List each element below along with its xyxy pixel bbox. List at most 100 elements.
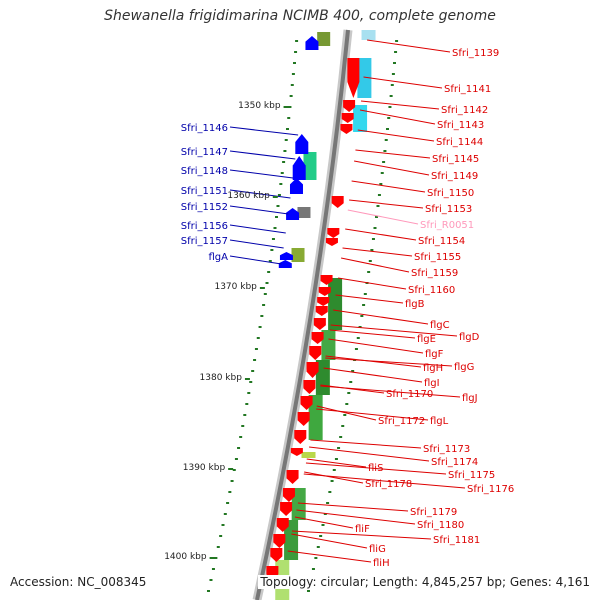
- leader-line-forward: [229, 205, 289, 215]
- leader-line-reverse: [309, 446, 430, 462]
- gene-label-reverse: Sfri_1144: [436, 137, 483, 148]
- gene-bar: [301, 452, 316, 458]
- tick-dot-right: [379, 183, 383, 185]
- tick-dot-left: [291, 73, 295, 75]
- tick-dot-right: [345, 403, 349, 405]
- gene-label-reverse: Sfri_1142: [441, 105, 488, 116]
- forward-gene-arrow: [279, 252, 293, 260]
- tick-dot-right: [328, 491, 332, 493]
- tick-dot-left: [214, 557, 218, 559]
- tick-dot-right: [341, 425, 345, 427]
- tick-dot-right: [371, 238, 375, 240]
- tick-dot-left: [226, 502, 230, 504]
- reverse-gene-arrow: [306, 362, 319, 378]
- leader-line-reverse: [349, 199, 424, 209]
- leader-line-reverse: [325, 357, 453, 367]
- tick-dot-right: [362, 304, 366, 306]
- leader-line-reverse: [355, 149, 431, 159]
- tick-dot-right: [370, 249, 374, 251]
- kbp-tick-label: 1350 kbp: [238, 101, 281, 111]
- leader-line-reverse: [310, 439, 422, 449]
- tick-dot-left: [228, 491, 232, 493]
- tick-dot-right: [358, 326, 362, 328]
- kbp-scale: 1350 kbp 1360 kbp 1370 kbp 1380 kbp 1390 kbp…: [164, 101, 289, 562]
- gene-bar: [321, 330, 336, 360]
- tick-dot-left: [279, 183, 283, 185]
- gene-bar: [357, 58, 372, 98]
- gene-labels: Sfri_1146 Sfri_1147 Sfri_1148 Sfri_1151 Sfri…: [181, 48, 514, 569]
- reverse-gene-arrow: [311, 332, 324, 344]
- tick-dot-right: [360, 315, 364, 317]
- reverse-gene-arrow: [280, 502, 293, 516]
- tick-dot-left: [268, 260, 272, 262]
- leader-line-reverse: [323, 367, 423, 383]
- reverse-gene-arrow: [276, 518, 289, 532]
- tick-dot-right: [392, 62, 396, 64]
- tick-dot-left: [247, 392, 251, 394]
- tick-dot-left: [209, 579, 213, 581]
- tick-dot-left: [237, 447, 241, 449]
- tick-dot-right: [330, 480, 334, 482]
- kbp-tick-mark: [283, 106, 289, 108]
- reverse-gene-arrow: [327, 228, 340, 238]
- reverse-gene-arrow: [341, 113, 354, 123]
- tick-dot-right: [394, 51, 398, 53]
- tick-dot-left: [270, 249, 274, 251]
- tick-dot-tracks: [206, 40, 399, 592]
- tick-dot-left: [258, 326, 262, 328]
- reverse-gene-arrow: [273, 534, 286, 548]
- tick-dot-right: [395, 40, 399, 42]
- tick-dot-right: [316, 546, 320, 548]
- gene-label-reverse: Sfri_1143: [437, 120, 484, 131]
- reverse-gene-arrow: [300, 396, 313, 410]
- gene-label-reverse: Sfri_1170: [386, 389, 433, 400]
- tick-dot-right: [377, 194, 381, 196]
- gene-label-reverse: Sfri_1173: [423, 444, 470, 455]
- tick-dot-left: [290, 84, 294, 86]
- gene-label-reverse: flgB: [405, 299, 425, 310]
- tick-dot-right: [323, 513, 327, 515]
- tick-dot-right: [375, 216, 379, 218]
- gene-label-reverse: Sfri_1175: [448, 470, 495, 481]
- tick-dot-right: [363, 293, 367, 295]
- gene-bar-forward: [297, 207, 311, 218]
- tick-dot-left: [263, 293, 267, 295]
- tick-dot-left: [211, 568, 215, 570]
- tick-dot-right: [321, 524, 325, 526]
- gene-bar: [353, 105, 368, 132]
- gene-label-reverse: flgG: [454, 362, 474, 373]
- leader-line-reverse: [359, 109, 436, 125]
- tick-dot-left: [260, 315, 264, 317]
- kbp-tick-mark: [272, 196, 278, 198]
- gene-label-forward: Sfri_1157: [181, 236, 228, 247]
- tick-dot-right: [380, 172, 384, 174]
- reverse-gene-arrow: [294, 430, 307, 444]
- leader-line-reverse: [294, 516, 354, 529]
- tick-dot-left: [282, 161, 286, 163]
- reverse-gene-arrow: [331, 196, 344, 208]
- tick-dot-right: [311, 568, 315, 570]
- kbp-tick-label: 1390 kbp: [183, 463, 226, 473]
- gene-label-reverse: Sfri_1150: [427, 188, 474, 199]
- leader-line-reverse: [287, 550, 372, 563]
- tick-dot-left: [277, 194, 281, 196]
- gene-label-reverse: flgL: [430, 416, 449, 427]
- gene-label-reverse: flgF: [425, 349, 444, 360]
- tick-dot-left: [280, 172, 284, 174]
- gene-label-reverse: flgD: [459, 332, 480, 343]
- gene-label-forward: Sfri_1146: [181, 123, 228, 134]
- tick-dot-right: [384, 139, 388, 141]
- reverse-gene-arrow: [282, 488, 295, 502]
- gene-label-reverse: Sfri_1139: [452, 48, 499, 59]
- leader-line-reverse: [330, 324, 458, 337]
- leader-line-reverse: [360, 100, 440, 110]
- gene-label-reverse: flgJ: [462, 393, 478, 404]
- gene-bar-forward: [291, 248, 305, 262]
- tick-dot-left: [221, 524, 225, 526]
- gene-label-reverse: fliG: [369, 544, 386, 555]
- reverse-gene-arrow: [290, 448, 303, 456]
- gene-bar: [328, 278, 343, 330]
- tick-dot-left: [254, 348, 258, 350]
- gene-label-reverse: Sfri_1159: [411, 268, 458, 279]
- tick-dot-right: [306, 590, 310, 592]
